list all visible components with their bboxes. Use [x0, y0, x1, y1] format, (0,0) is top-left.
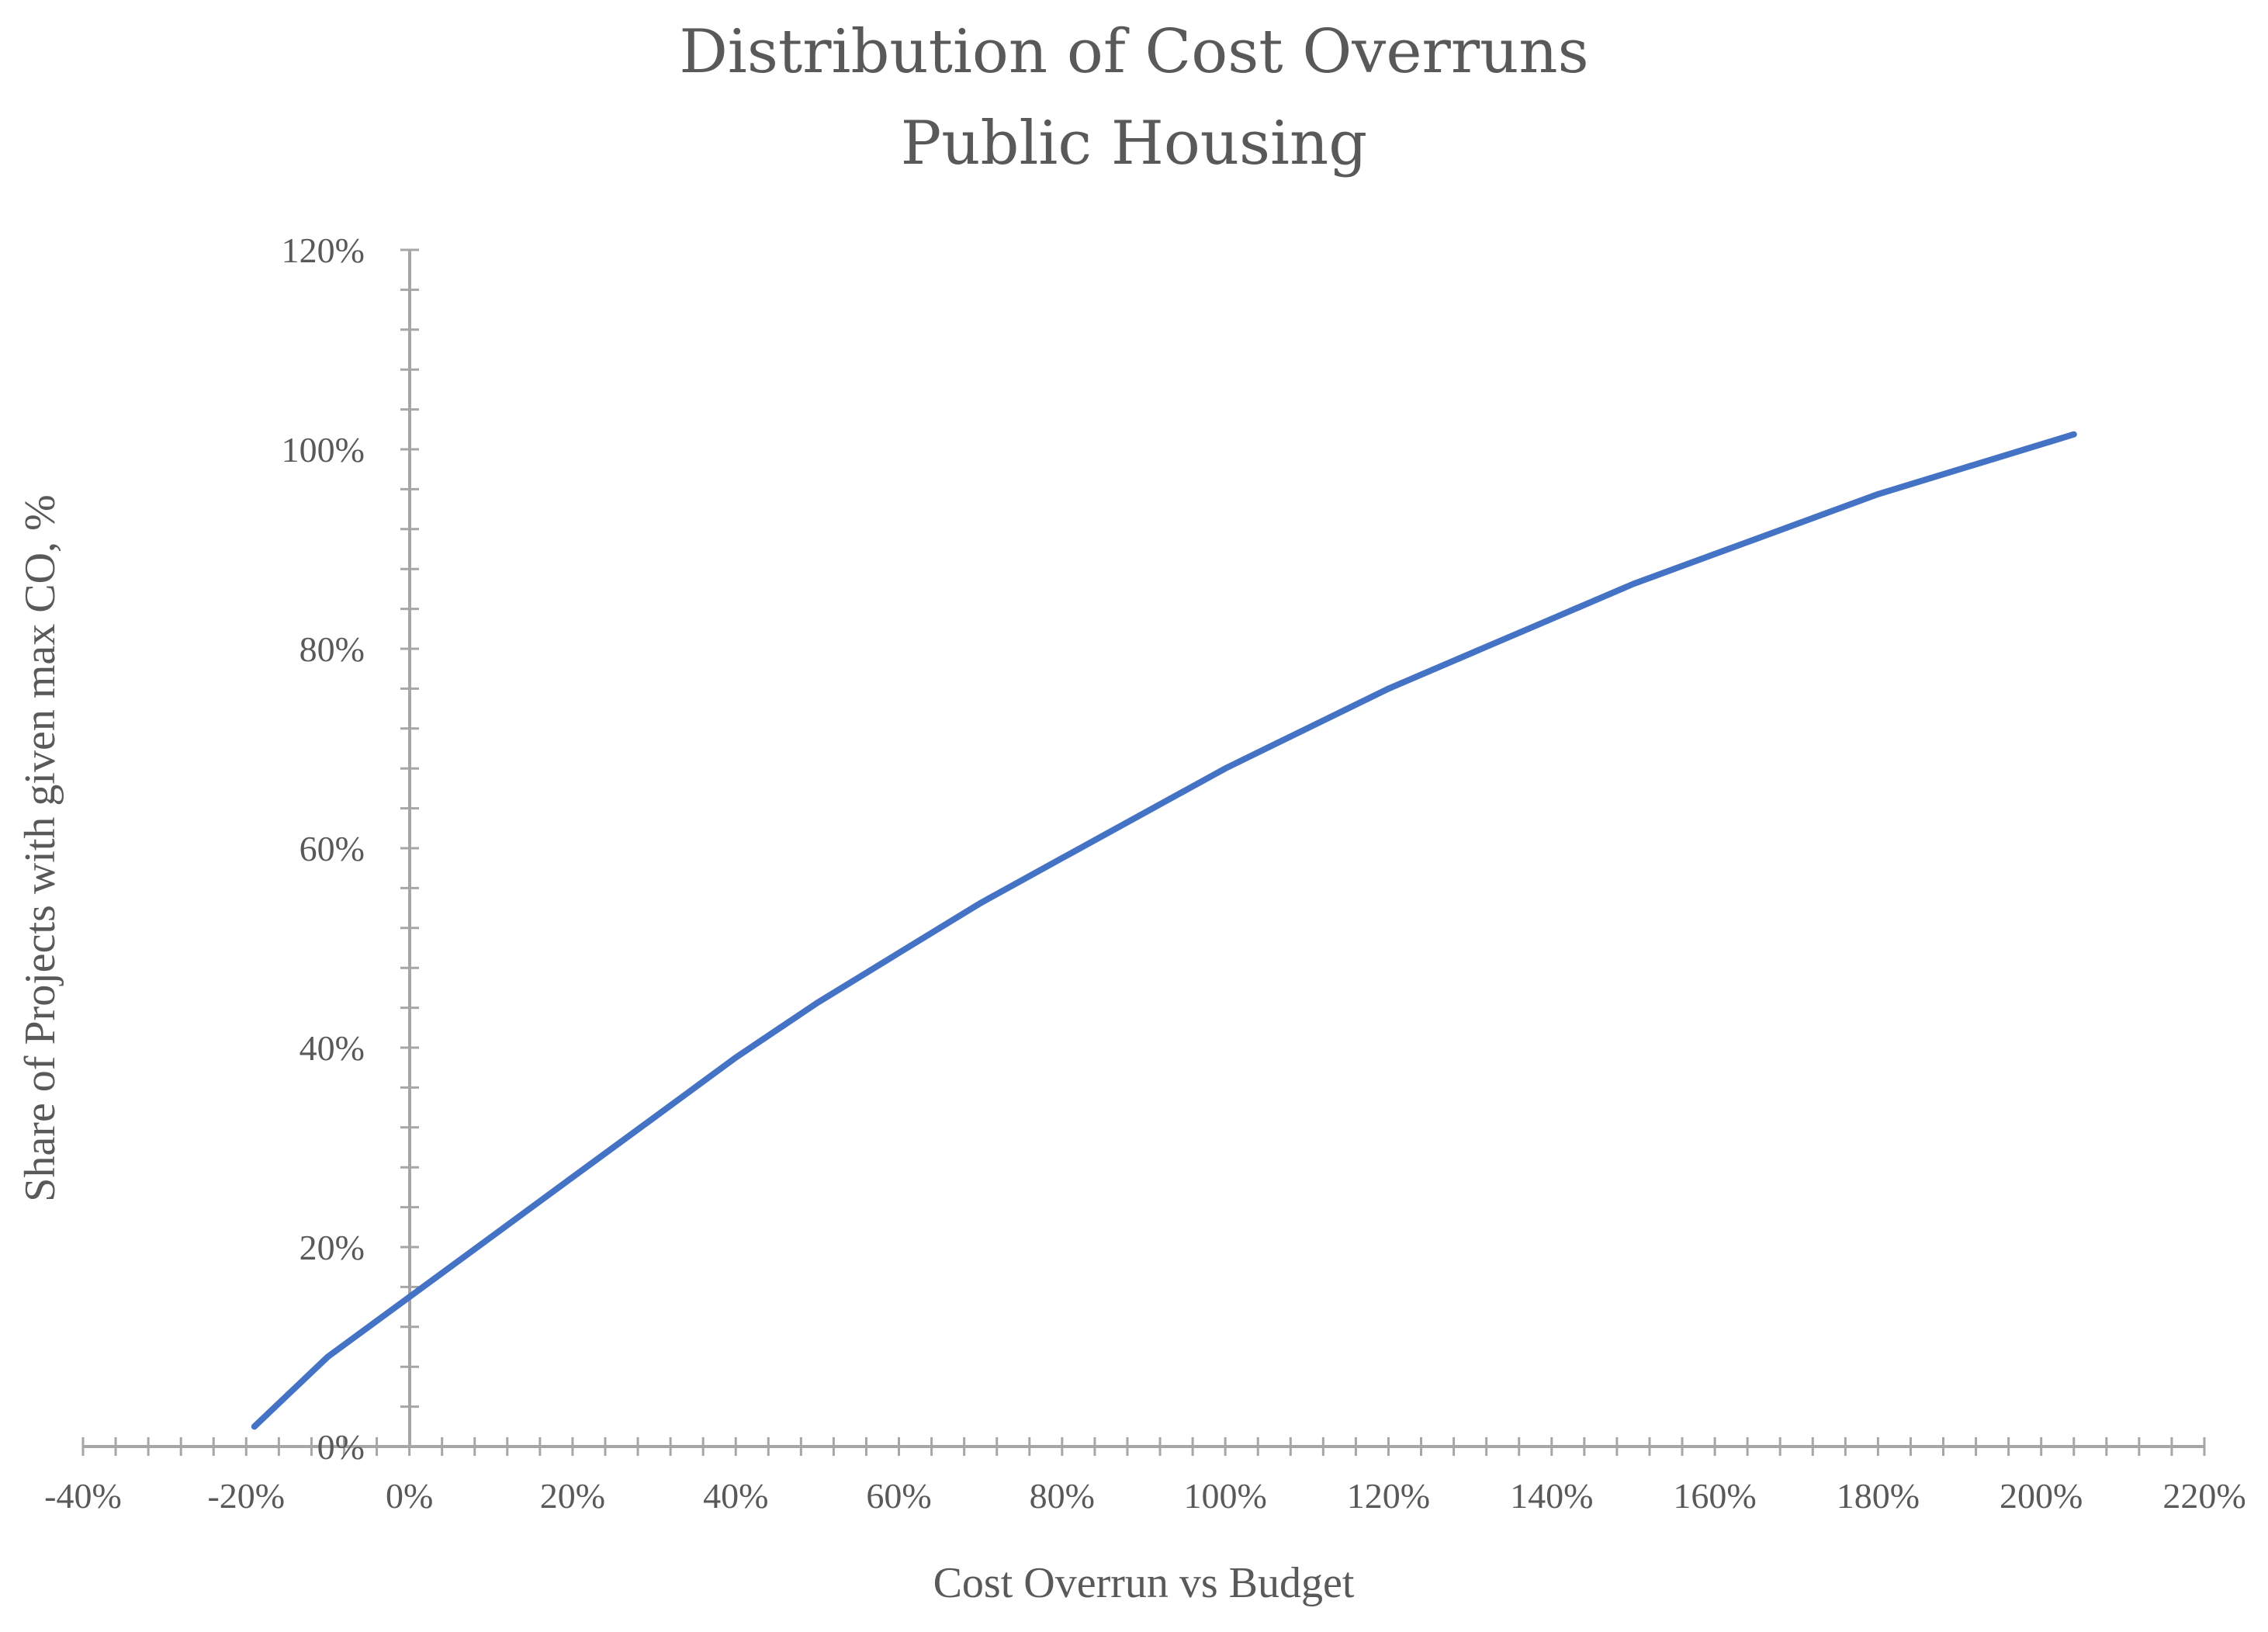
x-tick-label: 160% [1673, 1476, 1756, 1516]
x-tick-label: 80% [1030, 1476, 1095, 1516]
x-tick-label: -40% [44, 1476, 122, 1516]
x-tick-label: 0% [386, 1476, 433, 1516]
x-tick-label: 60% [866, 1476, 931, 1516]
x-tick-label: 180% [1837, 1476, 1920, 1516]
y-tick-label: 80% [300, 629, 365, 669]
x-tick-marks [81, 1437, 2206, 1456]
x-tick-label: 40% [703, 1476, 768, 1516]
chart-title-line-2: Public Housing [900, 109, 1368, 178]
x-tick-label: 220% [2162, 1476, 2245, 1516]
y-tick-label: 20% [300, 1228, 365, 1267]
y-tick-label: 60% [300, 829, 365, 868]
x-tick-labels: -40% -20% 0% 20% 40% 60% 80% 100% 120% 140% 160% 18… [44, 1476, 2245, 1516]
x-tick-label: 140% [1510, 1476, 1593, 1516]
y-tick-label: 0% [317, 1427, 365, 1467]
x-tick-label: 200% [2000, 1476, 2083, 1516]
y-tick-labels: 0% 20% 40% 60% 80% 100% 120% [282, 230, 365, 1467]
y-tick-label: 100% [282, 430, 365, 470]
series-line [251, 431, 2077, 1430]
y-axis-title: Share of Projects with given max CO, % [16, 494, 64, 1201]
y-tick-marks [400, 248, 419, 1448]
x-tick-label: -20% [207, 1476, 285, 1516]
x-tick-label: 120% [1347, 1476, 1430, 1516]
x-tick-label: 100% [1183, 1476, 1266, 1516]
x-axis-title: Cost Overrun vs Budget [933, 1559, 1355, 1607]
y-tick-label: 120% [282, 230, 365, 270]
y-tick-label: 40% [300, 1028, 365, 1068]
chart-title-line-1: Distribution of Cost Overruns [679, 17, 1589, 87]
x-tick-label: 20% [540, 1476, 605, 1516]
series-layer [251, 431, 2077, 1430]
